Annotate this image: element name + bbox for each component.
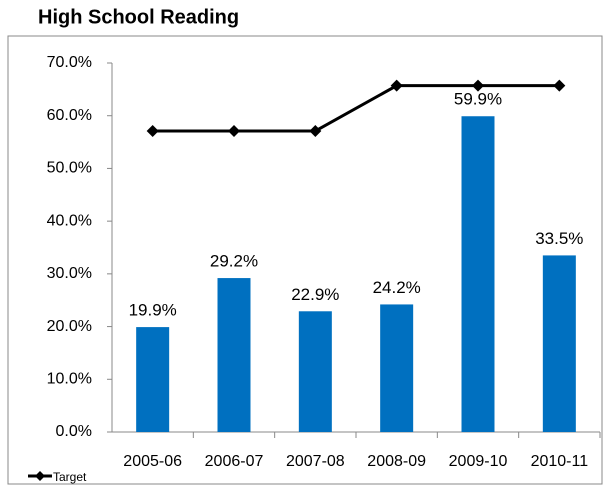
x-tick-label: 2009-10 <box>449 453 508 470</box>
marker <box>309 125 322 138</box>
bar <box>542 255 576 432</box>
y-tick-label: 60.0% <box>47 107 92 124</box>
marker <box>390 79 403 92</box>
y-tick-label: 10.0% <box>47 371 92 388</box>
value-label: 19.9% <box>129 301 177 320</box>
value-label: 22.9% <box>291 285 339 304</box>
bar <box>380 304 414 432</box>
x-tick-label: 2007-08 <box>286 453 345 470</box>
x-tick-label: 2010-11 <box>531 453 589 470</box>
y-tick-label: 40.0% <box>47 212 92 229</box>
bar <box>298 311 332 432</box>
marker <box>228 125 240 138</box>
x-tick-label: 2006-07 <box>205 453 264 470</box>
value-label: 59.9% <box>454 90 502 109</box>
x-tick-label: 2005-06 <box>123 453 182 470</box>
marker <box>472 79 484 92</box>
y-tick-label: 0.0% <box>56 423 92 440</box>
bar <box>217 278 251 432</box>
y-tick-label: 50.0% <box>47 160 92 177</box>
legend-label: Target <box>53 470 87 484</box>
marker <box>553 79 566 92</box>
marker <box>146 125 159 138</box>
line <box>152 84 560 133</box>
y-tick-label: 20.0% <box>47 318 92 335</box>
bar <box>461 116 495 433</box>
chart-title: High School Reading <box>38 6 239 28</box>
bar <box>136 327 170 432</box>
chart-border <box>7 35 603 485</box>
value-label: 33.5% <box>535 229 583 248</box>
legend-marker <box>35 471 45 481</box>
value-label: 29.2% <box>210 252 258 271</box>
value-label: 24.2% <box>373 278 421 297</box>
y-tick-label: 30.0% <box>47 265 92 282</box>
y-tick-label: 70.0% <box>47 54 92 71</box>
x-tick-label: 2008-09 <box>367 453 426 470</box>
